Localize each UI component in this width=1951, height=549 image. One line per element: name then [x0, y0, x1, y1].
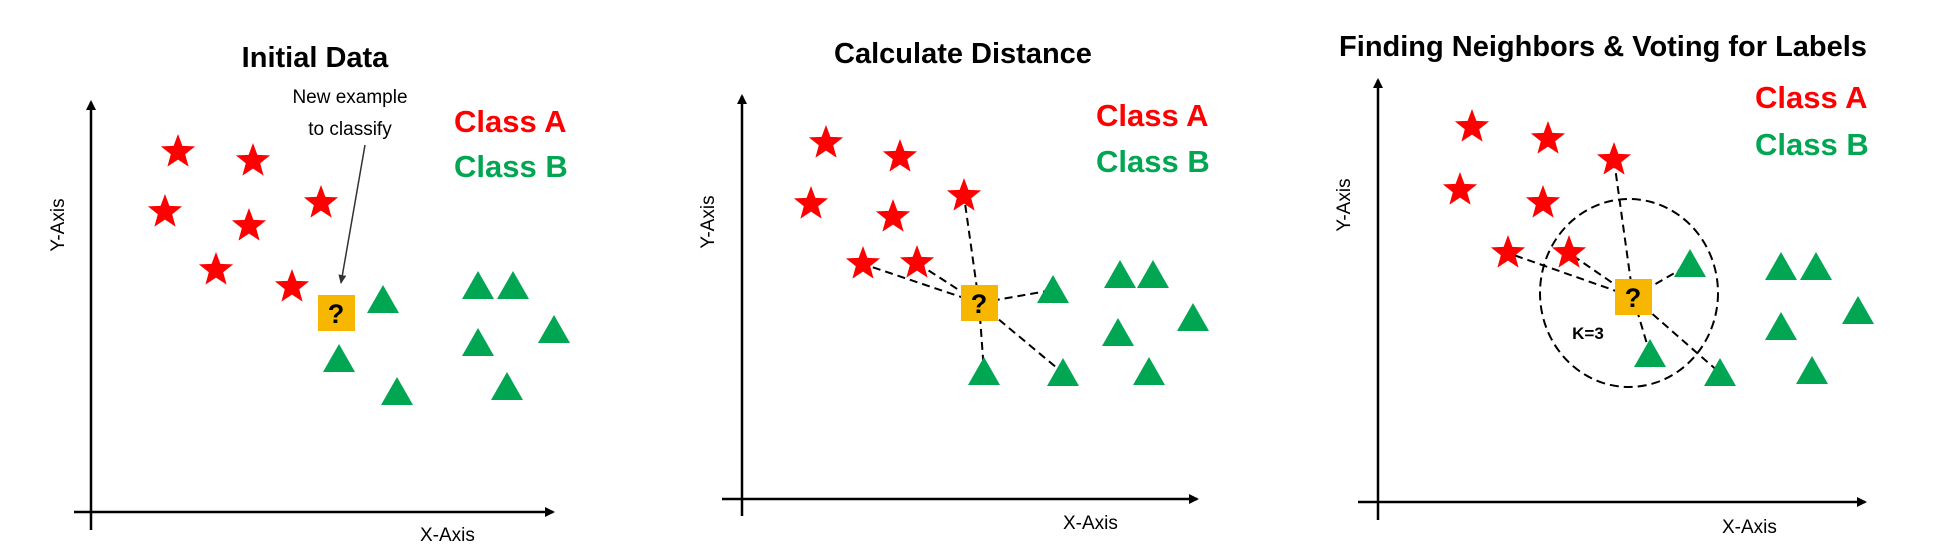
x-axis-label: X-Axis — [1722, 517, 1777, 538]
green-triangle-icon — [1704, 358, 1736, 386]
green-triangle-icon — [323, 344, 355, 372]
red-star-icon — [882, 139, 918, 172]
panel-title: Calculate Distance — [834, 38, 1092, 70]
green-triangle-icon — [1796, 356, 1828, 384]
green-triangle-icon — [367, 285, 399, 313]
y-axis-label: Y-Axis — [48, 198, 69, 251]
annotation-arrow — [338, 144, 366, 284]
query-symbol: ? — [1625, 283, 1642, 313]
distance-line — [1507, 252, 1634, 298]
green-triangle-icon — [1800, 252, 1832, 280]
green-triangle-icon — [462, 328, 494, 356]
red-star-icon — [147, 194, 183, 227]
red-star-icon — [875, 199, 911, 232]
red-star-icon — [303, 185, 339, 218]
green-triangle-icon — [1634, 339, 1666, 367]
green-triangle-icon — [497, 271, 529, 299]
annotation-line-1: New example — [292, 87, 407, 108]
green-triangle-icon — [1765, 252, 1797, 280]
legend-class-b: Class B — [454, 149, 568, 184]
green-triangle-icon — [1037, 275, 1069, 303]
query-point: ? — [961, 285, 998, 321]
green-triangle-icon — [1137, 260, 1169, 288]
question-mark-box-icon — [318, 295, 355, 331]
green-triangle-icon — [381, 377, 413, 405]
green-triangle-icon — [968, 357, 1000, 385]
red-star-icon — [274, 269, 310, 302]
red-star-icon — [1454, 109, 1490, 142]
green-triangle-icon — [1842, 296, 1874, 324]
red-star-icon — [808, 125, 844, 158]
query-symbol: ? — [971, 289, 988, 319]
panel-initial-data: Initial Data X-Axis Y-Axis New example t… — [48, 42, 570, 546]
red-star-icon — [1442, 172, 1478, 205]
legend-class-b: Class B — [1096, 144, 1210, 179]
query-point: ? — [318, 295, 355, 331]
query-symbol: ? — [328, 299, 345, 329]
panel-finding-neighbors: Finding Neighbors & Voting for Labels X-… — [1334, 31, 1874, 538]
distance-line — [1613, 159, 1634, 298]
green-triangle-icon — [1177, 303, 1209, 331]
red-star-icon — [198, 252, 234, 285]
red-star-icon — [1525, 185, 1561, 218]
red-star-icon — [845, 246, 881, 279]
red-star-icon — [793, 186, 829, 219]
k-value-label: K=3 — [1572, 324, 1604, 343]
green-triangle-icon — [1133, 357, 1165, 385]
green-triangle-icon — [538, 315, 570, 343]
red-star-icon — [235, 143, 271, 176]
legend-class-b: Class B — [1755, 127, 1869, 162]
panel-title: Finding Neighbors & Voting for Labels — [1339, 31, 1867, 63]
panel-calculate-distance: Calculate Distance X-Axis Y-Axis Class A… — [698, 38, 1210, 534]
red-star-icon — [1490, 235, 1526, 268]
x-axis-label: X-Axis — [1063, 513, 1118, 534]
red-star-icon — [946, 178, 982, 211]
green-triangle-icon — [1104, 260, 1136, 288]
red-star-icon — [231, 208, 267, 241]
x-axis-label: X-Axis — [420, 525, 475, 546]
question-mark-box-icon — [961, 285, 998, 321]
distance-line — [1632, 296, 1651, 355]
distance-line — [862, 263, 980, 304]
green-triangle-icon — [1102, 318, 1134, 346]
k-neighborhood-circle — [1539, 198, 1719, 388]
legend-class-a: Class A — [1096, 98, 1209, 133]
red-star-icon — [899, 245, 935, 278]
legend-class-a: Class A — [454, 104, 567, 139]
green-triangle-icon — [1674, 249, 1706, 277]
green-triangle-icon — [491, 372, 523, 400]
green-triangle-icon — [462, 271, 494, 299]
y-axis-label: Y-Axis — [698, 195, 719, 248]
green-triangle-icon — [1765, 312, 1797, 340]
green-triangle-icon — [1047, 358, 1079, 386]
red-star-icon — [160, 134, 196, 167]
legend-class-a: Class A — [1755, 80, 1868, 115]
red-star-icon — [1596, 142, 1632, 175]
question-mark-box-icon — [1615, 279, 1652, 315]
y-axis-label: Y-Axis — [1334, 178, 1355, 231]
query-point: ? — [1615, 279, 1652, 315]
panel-title: Initial Data — [242, 42, 390, 74]
red-star-icon — [1551, 235, 1587, 268]
red-star-icon — [1530, 121, 1566, 154]
annotation-line-2: to classify — [308, 119, 392, 140]
